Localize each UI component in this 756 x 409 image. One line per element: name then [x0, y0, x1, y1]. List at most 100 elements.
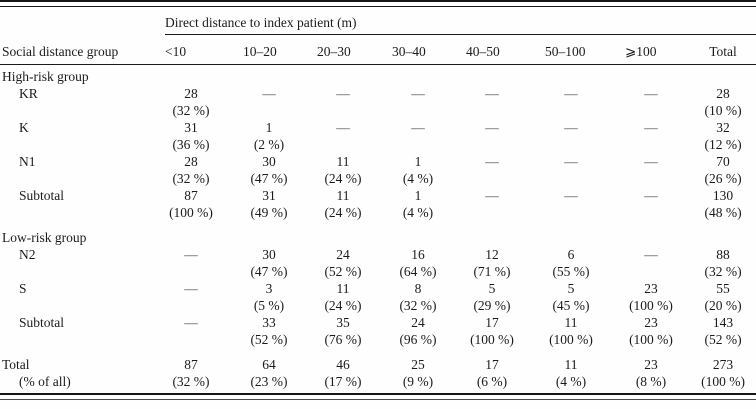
value-cell: 87 (32 %)	[165, 348, 243, 390]
group-heading-row: Low-risk group	[0, 221, 756, 246]
percent-value: (24 %)	[324, 298, 362, 313]
percent-value: (71 %)	[473, 264, 511, 279]
column-header-30-40: 30–40	[392, 34, 466, 65]
percent-value: (100 %)	[629, 298, 673, 313]
empty-cell-dash: —	[485, 154, 499, 169]
count-value: 1	[414, 154, 422, 169]
value-cell: —	[165, 314, 243, 348]
row-label: Subtotal	[19, 188, 65, 203]
count-value: 11	[564, 315, 578, 330]
value-cell: 24 (52 %)	[317, 246, 392, 280]
value-cell: 28 (32 %)	[165, 153, 243, 187]
percent-value: (8 %)	[635, 374, 667, 389]
empty-cell-dash: —	[184, 247, 198, 262]
percent-value: (17 %)	[324, 374, 362, 389]
percent-value: (100 %)	[629, 332, 673, 347]
value-cell: —	[392, 119, 466, 153]
value-cell: 1 (2 %)	[243, 119, 317, 153]
value-cell: 31 (49 %)	[243, 187, 317, 221]
column-header-total: Total	[690, 34, 756, 65]
count-value: 5	[488, 281, 496, 296]
value-cell: 1 (4 %)	[392, 153, 466, 187]
value-cell: 143 (52 %)	[690, 314, 756, 348]
value-cell: —	[625, 85, 690, 119]
column-spanner-label: Direct distance to index patient (m)	[165, 7, 756, 35]
count-value: 24	[411, 315, 425, 330]
count-value: 12	[485, 247, 499, 262]
empty-cell-dash: —	[564, 154, 578, 169]
percent-value: (24 %)	[324, 205, 362, 220]
count-value: 28	[184, 86, 198, 101]
count-value: 23	[644, 281, 658, 296]
value-cell: 16 (64 %)	[392, 246, 466, 280]
row-label: Subtotal	[19, 315, 65, 330]
value-cell: 30 (47 %)	[243, 246, 317, 280]
count-value: 88	[716, 247, 730, 262]
value-cell: —	[625, 153, 690, 187]
percent-value: (32 %)	[172, 171, 210, 186]
value-cell: 8 (32 %)	[392, 280, 466, 314]
value-cell: —	[625, 119, 690, 153]
value-cell: 23 (100 %)	[625, 314, 690, 348]
value-cell: 17 (6 %)	[466, 348, 545, 390]
percent-value: (32 %)	[172, 374, 210, 389]
column-header-20-30: 20–30	[317, 34, 392, 65]
percent-value: (4 %)	[555, 374, 587, 389]
empty-cell-dash: —	[644, 86, 658, 101]
row-label: S	[19, 281, 27, 296]
column-header-row: Social distance group <10 10–20 20–30 30…	[0, 34, 756, 65]
empty-cell-dash: —	[485, 120, 499, 135]
count-value: 3	[265, 281, 273, 296]
percent-value: (20 %)	[704, 298, 742, 313]
percent-value: (2 %)	[253, 137, 285, 152]
value-cell: 3 (5 %)	[243, 280, 317, 314]
group-label: High-risk group	[2, 69, 89, 84]
percent-value: (52 %)	[324, 264, 362, 279]
distance-table: Direct distance to index patient (m) Soc…	[0, 7, 756, 390]
count-value: 28	[184, 154, 198, 169]
count-value: 1	[414, 188, 422, 203]
row-label: KR	[19, 86, 38, 101]
bottom-double-rule	[0, 393, 756, 400]
count-value: 143	[712, 315, 734, 330]
count-value: 11	[336, 154, 350, 169]
table-row: N2 — 30 (47 %) 24 (52 %) 16 (64 %) 12 (71 %) 6 (55 …	[0, 246, 756, 280]
empty-cell-dash: —	[644, 154, 658, 169]
row-label: K	[19, 120, 29, 135]
row-label: N1	[19, 154, 36, 169]
column-header-50-100: 50–100	[545, 34, 625, 65]
column-header-ge100: ⩾100	[625, 34, 690, 65]
column-header-10-20: 10–20	[243, 34, 317, 65]
value-cell: —	[392, 85, 466, 119]
value-cell: 33 (52 %)	[243, 314, 317, 348]
percent-value: (36 %)	[172, 137, 210, 152]
empty-cell-dash: —	[411, 86, 425, 101]
count-value: 8	[414, 281, 422, 296]
group-heading-row: High-risk group	[0, 65, 756, 86]
percent-value: (100 %)	[701, 374, 745, 389]
value-cell: —	[317, 85, 392, 119]
value-cell: 30 (47 %)	[243, 153, 317, 187]
value-cell: 17 (100 %)	[466, 314, 545, 348]
value-cell: 6 (55 %)	[545, 246, 625, 280]
value-cell: —	[466, 119, 545, 153]
value-cell: 11 (24 %)	[317, 153, 392, 187]
empty-cell-dash: —	[184, 281, 198, 296]
value-cell: 64 (23 %)	[243, 348, 317, 390]
row-header-label: Social distance group	[0, 34, 165, 65]
value-cell: —	[545, 85, 625, 119]
empty-cell-dash: —	[564, 86, 578, 101]
table-row: K 31 (36 %) 1 (2 %) — — — — — 32 (12 %)	[0, 119, 756, 153]
count-value: 23	[644, 315, 658, 330]
value-cell: 11 (100 %)	[545, 314, 625, 348]
count-value: 24	[336, 247, 350, 262]
percent-value: (24 %)	[324, 171, 362, 186]
percent-value: (76 %)	[324, 332, 362, 347]
value-cell: 32 (12 %)	[690, 119, 756, 153]
value-cell: 28 (32 %)	[165, 85, 243, 119]
value-cell: 273 (100 %)	[690, 348, 756, 390]
top-double-rule	[0, 0, 756, 7]
empty-cell-dash: —	[411, 120, 425, 135]
count-value: 30	[262, 247, 276, 262]
empty-cell-dash: —	[644, 188, 658, 203]
